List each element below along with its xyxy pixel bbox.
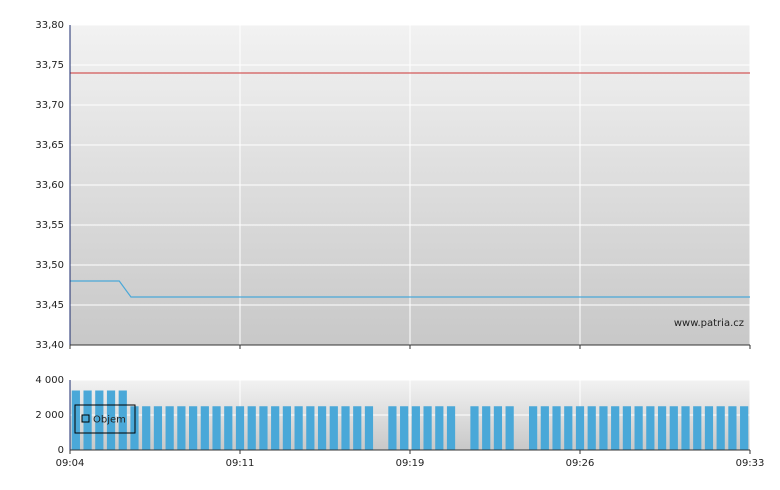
volume-bar	[71, 390, 80, 450]
volume-bar	[259, 406, 268, 450]
volume-bar	[646, 406, 655, 450]
volume-bar	[575, 406, 585, 450]
volume-bar	[388, 406, 397, 450]
volume-bar	[657, 406, 667, 450]
volume-bar	[540, 406, 549, 450]
y-tick-label: 33,55	[35, 220, 64, 231]
volume-bar	[728, 406, 737, 450]
volume-bar	[552, 406, 561, 450]
volume-bar	[106, 390, 116, 450]
legend-box	[74, 404, 136, 434]
volume-bar	[271, 406, 280, 450]
volume-bar	[634, 406, 643, 450]
y-tick-label: 2 000	[35, 410, 64, 421]
volume-bar	[400, 406, 409, 450]
volume-bar	[482, 406, 491, 450]
y-tick-label: 0	[58, 445, 64, 456]
legend-swatch	[81, 414, 90, 423]
volume-bar	[599, 406, 608, 450]
y-tick-label: 33,65	[35, 140, 64, 151]
x-tick-label: 09:11	[226, 458, 255, 469]
volume-bar	[564, 406, 573, 450]
y-tick-label: 4 000	[35, 375, 64, 386]
volume-bar	[306, 406, 315, 450]
volume-bar	[329, 406, 338, 450]
volume-bar	[423, 406, 432, 450]
volume-bar	[611, 406, 620, 450]
legend-label: Objem	[93, 415, 126, 426]
volume-bar	[704, 406, 714, 450]
volume-bar	[740, 406, 749, 450]
y-tick-label: 33,70	[35, 100, 64, 111]
volume-bar	[130, 406, 139, 450]
volume-bar	[505, 406, 514, 450]
volume-bar	[153, 406, 163, 450]
volume-bar	[493, 406, 503, 450]
volume-bar	[716, 406, 725, 450]
x-tick-label: 09:26	[566, 458, 595, 469]
volume-bar	[294, 406, 303, 450]
volume-bar	[177, 406, 186, 450]
y-tick-label: 33,40	[35, 340, 64, 351]
y-tick-label: 33,45	[35, 300, 64, 311]
volume-bar	[622, 406, 631, 450]
y-tick-label: 33,75	[35, 60, 64, 71]
volume-bar	[353, 406, 362, 450]
volume-bar	[587, 406, 596, 450]
volume-bar	[693, 406, 702, 450]
watermark: www.patria.cz	[674, 318, 744, 329]
x-tick-label: 09:19	[396, 458, 425, 469]
volume-bar	[317, 406, 327, 450]
volume-bar	[681, 406, 690, 450]
volume-bar	[282, 406, 291, 450]
y-tick-label: 33,60	[35, 180, 64, 191]
y-tick-label: 33,80	[35, 20, 64, 31]
volume-bar	[95, 390, 104, 450]
volume-bar	[247, 406, 256, 450]
volume-bar	[446, 406, 456, 450]
volume-bar	[529, 406, 538, 450]
volume-bar	[212, 406, 221, 450]
x-tick-label: 09:33	[736, 458, 765, 469]
volume-bar	[669, 406, 678, 450]
volume-bar	[235, 406, 245, 450]
price-line	[70, 280, 750, 298]
volume-bar	[189, 406, 198, 450]
volume-bar	[341, 406, 350, 450]
volume-bar	[165, 406, 174, 450]
volume-bar	[470, 406, 479, 450]
volume-bar	[200, 406, 209, 450]
volume-bar	[364, 406, 374, 450]
volume-bar	[224, 406, 233, 450]
volume-bar	[142, 406, 151, 450]
y-tick-label: 33,50	[35, 260, 64, 271]
volume-bar	[411, 406, 420, 450]
volume-bar	[435, 406, 444, 450]
volume-bar	[118, 390, 127, 450]
x-tick-label: 09:04	[56, 458, 85, 469]
